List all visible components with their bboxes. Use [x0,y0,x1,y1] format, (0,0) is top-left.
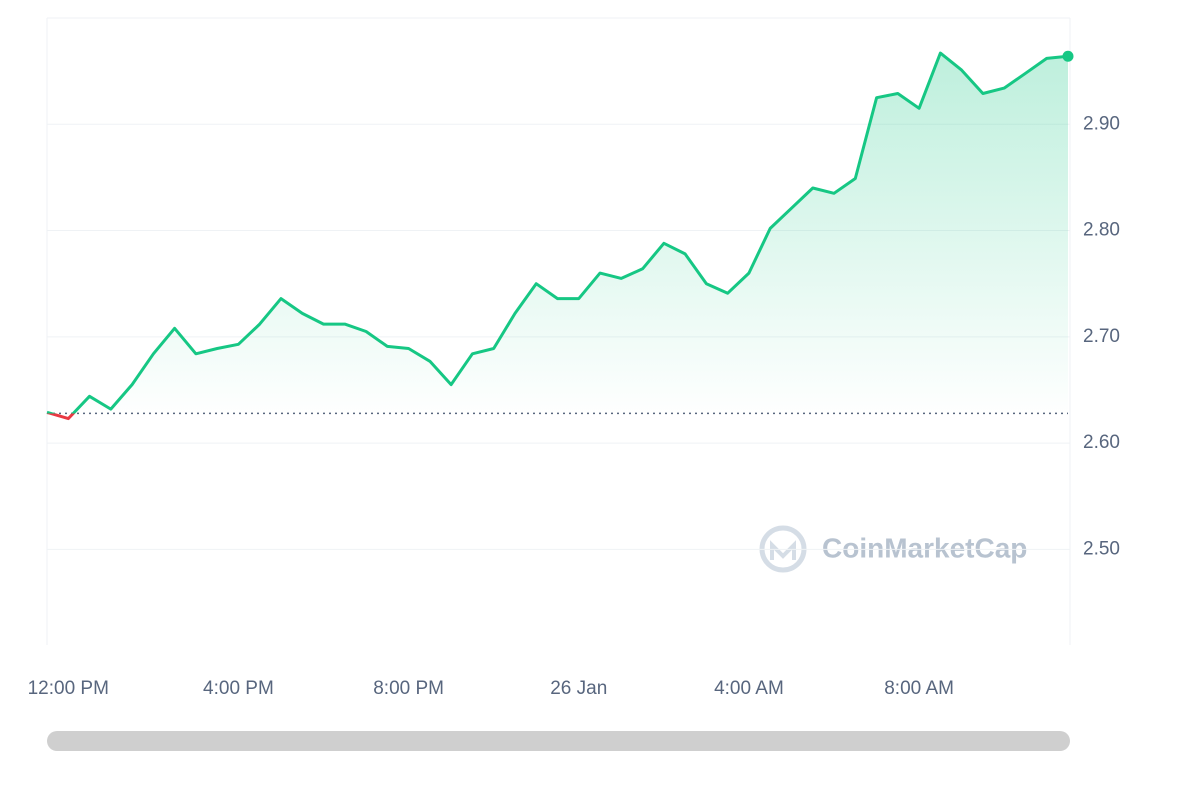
y-tick-label: 2.80 [1083,220,1120,241]
y-tick-label: 2.90 [1083,113,1120,134]
x-tick-label: 26 Jan [550,678,607,699]
scrollbar[interactable] [47,731,1070,751]
x-tick-label: 8:00 PM [373,678,444,699]
price-line [46,51,1069,421]
area [47,53,1068,414]
x-tick-label: 4:00 AM [714,678,784,699]
y-tick-label: 2.50 [1083,538,1120,559]
last-point [1062,50,1074,62]
x-tick-label: 12:00 PM [28,678,109,699]
x-tick-label: 8:00 AM [884,678,954,699]
y-tick-label: 2.70 [1083,326,1120,347]
x-tick-label: 4:00 PM [203,678,274,699]
watermark: CoinMarketCap [822,532,1027,563]
y-tick-label: 2.60 [1083,432,1120,453]
